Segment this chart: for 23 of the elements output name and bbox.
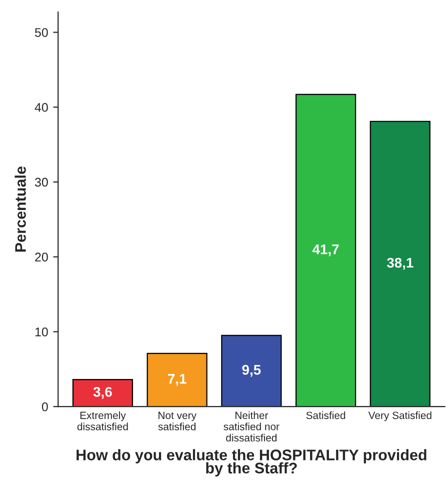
data-label: 9,5 (242, 364, 261, 377)
data-label: 3,6 (93, 386, 112, 399)
x-tick-label: Extremely dissatisfied (77, 411, 128, 430)
y-tick-label: 20 (35, 252, 48, 262)
bar (221, 334, 282, 407)
x-tick-label: Not very satisfied (158, 412, 196, 430)
x-tick-label: Neither satisfied nor dissatisfied (224, 411, 280, 442)
y-tick-label: 50 (34, 28, 48, 37)
y-tick-label: 0 (42, 402, 48, 412)
y-tick-label: 40 (34, 102, 48, 112)
x-tick-label: Very Satisfied (368, 411, 432, 422)
data-label: 7,1 (168, 374, 186, 386)
bar (72, 379, 134, 407)
bar (295, 94, 356, 407)
bar (146, 352, 208, 407)
data-label: 38,1 (386, 258, 414, 270)
x-tick-label: Satisfied (306, 411, 346, 420)
bar (370, 120, 430, 407)
y-axis-title: Percentuale (14, 166, 26, 252)
data-label: 41,7 (312, 244, 339, 256)
y-tick-label: 10 (35, 328, 48, 336)
x-axis-title: How do you evaluate the HOSPITALITY provided by the Staff? (76, 449, 426, 477)
y-tick-label: 30 (34, 178, 48, 187)
